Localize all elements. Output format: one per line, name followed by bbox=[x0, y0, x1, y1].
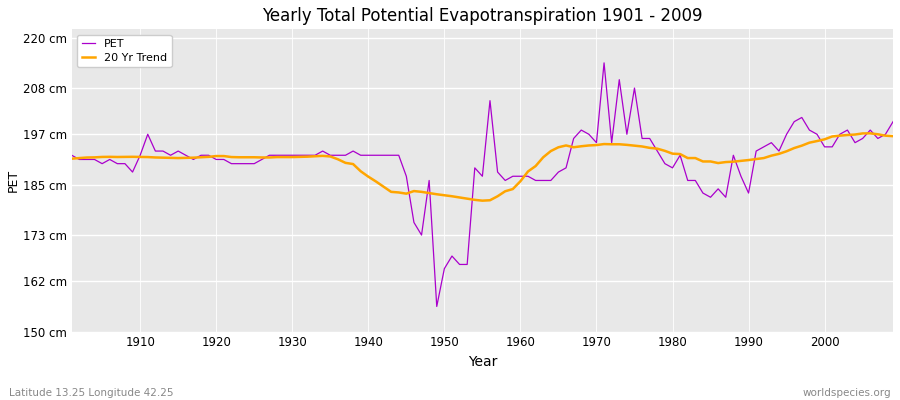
PET bbox=[431, 304, 442, 309]
PET bbox=[887, 119, 898, 124]
20 Yr Trend bbox=[127, 154, 138, 159]
Legend: PET, 20 Yr Trend: PET, 20 Yr Trend bbox=[77, 35, 172, 67]
Text: Latitude 13.25 Longitude 42.25: Latitude 13.25 Longitude 42.25 bbox=[9, 388, 174, 398]
20 Yr Trend bbox=[614, 142, 625, 147]
PET bbox=[294, 153, 305, 158]
20 Yr Trend bbox=[477, 198, 488, 203]
PET bbox=[67, 153, 77, 158]
X-axis label: Year: Year bbox=[468, 355, 497, 369]
Line: PET: PET bbox=[72, 63, 893, 306]
20 Yr Trend bbox=[340, 160, 351, 165]
Text: worldspecies.org: worldspecies.org bbox=[803, 388, 891, 398]
PET bbox=[340, 153, 351, 158]
PET bbox=[515, 174, 526, 179]
20 Yr Trend bbox=[865, 131, 876, 136]
PET bbox=[598, 60, 609, 65]
PET bbox=[523, 174, 534, 179]
Line: 20 Yr Trend: 20 Yr Trend bbox=[72, 133, 893, 201]
20 Yr Trend bbox=[294, 154, 305, 159]
20 Yr Trend bbox=[515, 179, 526, 184]
PET bbox=[622, 132, 633, 137]
Title: Yearly Total Potential Evapotranspiration 1901 - 2009: Yearly Total Potential Evapotranspiratio… bbox=[262, 7, 703, 25]
20 Yr Trend bbox=[523, 169, 534, 174]
Y-axis label: PET: PET bbox=[7, 169, 20, 192]
20 Yr Trend bbox=[887, 134, 898, 138]
PET bbox=[127, 170, 138, 174]
20 Yr Trend bbox=[67, 156, 77, 161]
